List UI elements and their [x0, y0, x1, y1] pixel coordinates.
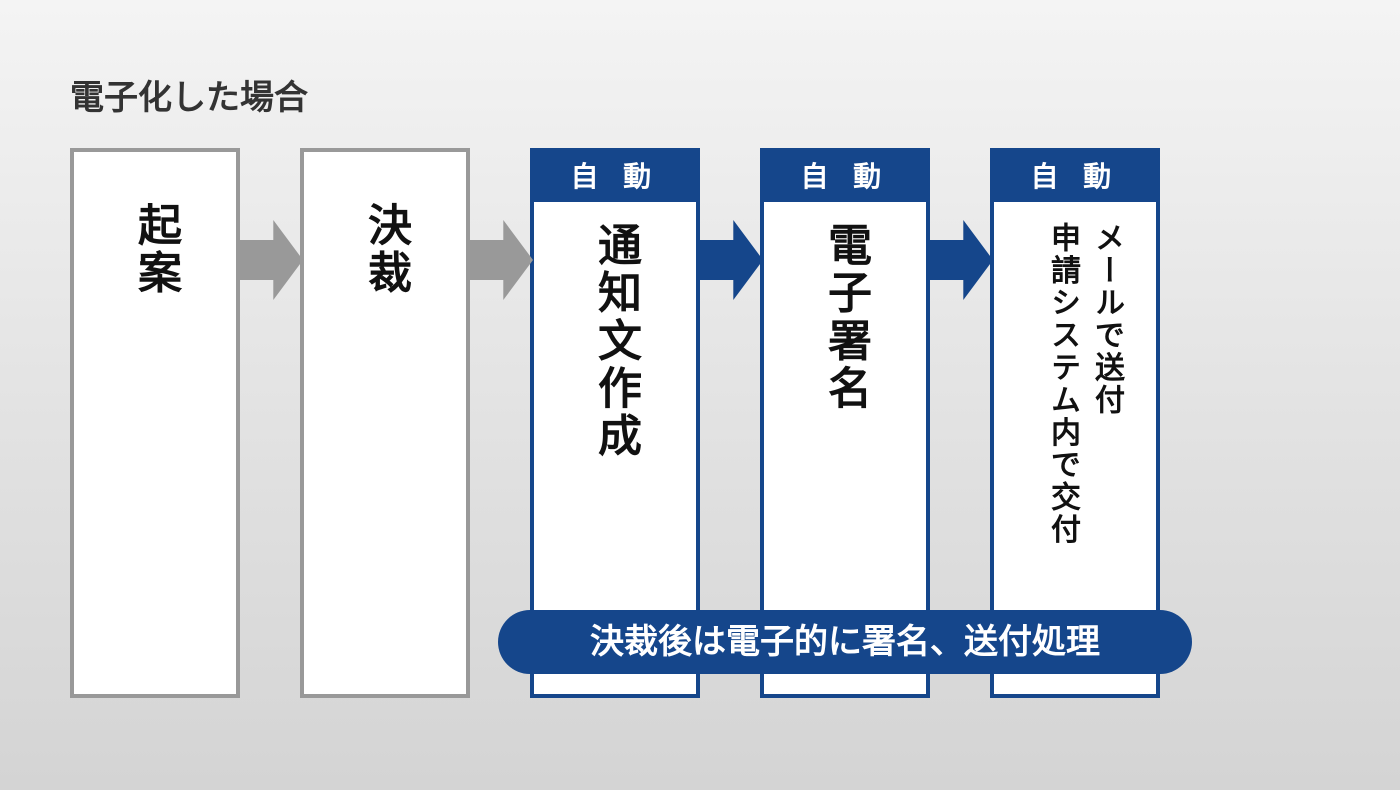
flow-arrow-4	[927, 220, 993, 300]
flow-arrow-2	[467, 220, 533, 300]
step-label: 電子署名	[813, 222, 877, 412]
step-box-draft: 起案	[70, 148, 240, 698]
caption-pill: 決裁後は電子的に署名、送付処理	[498, 610, 1192, 674]
step-label-line2: 申請システム内で交付	[1040, 222, 1084, 546]
step-box-approve: 決裁	[300, 148, 470, 698]
step-label: 起案	[123, 202, 187, 297]
auto-header: 自 動	[764, 152, 926, 202]
flow-arrow-1	[237, 220, 303, 300]
step-label-line1: メールで送付	[1084, 222, 1128, 416]
auto-header: 自 動	[534, 152, 696, 202]
step-label: 決裁	[353, 202, 417, 297]
step-label: 通知文作成	[583, 222, 647, 460]
auto-header: 自 動	[994, 152, 1156, 202]
diagram-title: 電子化した場合	[70, 70, 308, 119]
flow-arrow-3	[697, 220, 763, 300]
